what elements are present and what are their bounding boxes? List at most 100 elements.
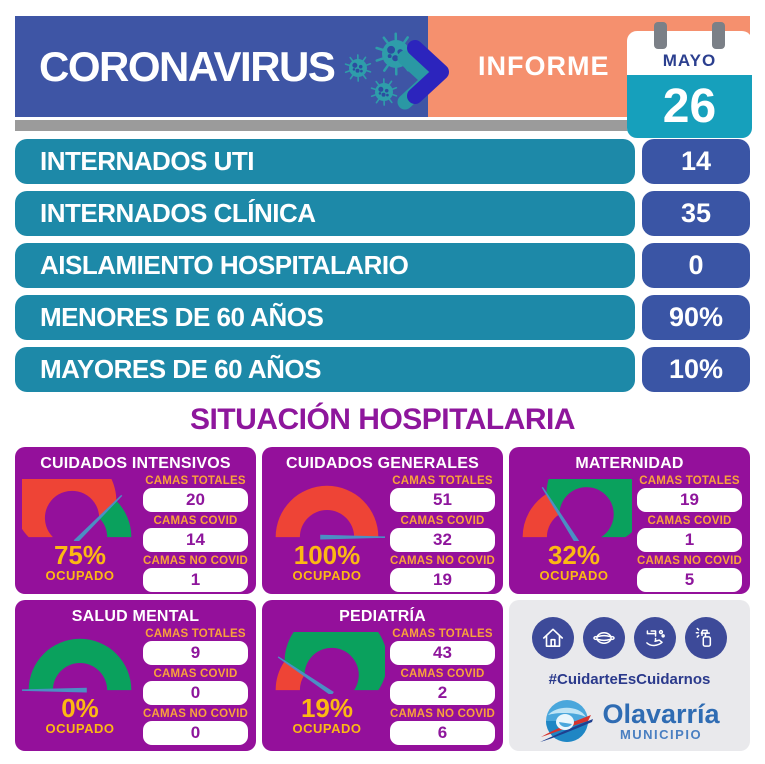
olavarria-logo-icon: [540, 700, 594, 742]
logo-subtitle: MUNICIPIO: [619, 726, 703, 742]
stay-home-icon: [532, 617, 574, 659]
bed-stat-value: 19: [636, 488, 742, 512]
bed-stat-label: CAMAS NO COVID: [389, 708, 495, 720]
bed-stat-label: CAMAS NO COVID: [142, 708, 248, 720]
calendar-day: 26: [662, 79, 717, 133]
bed-stat-value: 19: [389, 568, 495, 592]
bed-stat-value: 20: [142, 488, 248, 512]
stat-label: MENORES DE 60 AÑOS: [15, 295, 635, 340]
bed-stat-label: CAMAS COVID: [400, 668, 485, 680]
stat-value-box: 10%: [642, 347, 750, 392]
occupancy-percent: 0%: [61, 693, 99, 723]
bed-stat-label: CAMAS COVID: [647, 515, 732, 527]
bed-stat-value: 1: [142, 568, 248, 592]
hospital-card: PEDIATRÍA 19% OCUPADO CAMAS TOTALES 43 CAMAS …: [262, 600, 503, 751]
occupancy-gauge: 19% OCUPADO: [267, 627, 387, 747]
occupancy-gauge: 100% OCUPADO: [267, 474, 387, 594]
calendar-ring: [712, 22, 725, 49]
bed-stat-label: CAMAS COVID: [400, 515, 485, 527]
header-title-panel: CORONAVIRUS: [15, 16, 428, 117]
occupancy-gauge: 75% OCUPADO: [20, 474, 140, 594]
face-mask-icon: [583, 617, 625, 659]
disinfectant-spray-icon: [685, 617, 727, 659]
report-label: INFORME: [478, 51, 610, 81]
bed-stats: CAMAS TOTALES 51 CAMAS COVID 32 CAMAS NO COV…: [387, 474, 498, 594]
occupancy-label: OCUPADO: [292, 568, 362, 583]
prevention-info-cell: #CuidarteEsCuidarnos Olavarría MUNICIPIO: [509, 600, 750, 751]
occupancy-label: OCUPADO: [539, 568, 609, 583]
bed-stat-label: CAMAS NO COVID: [389, 555, 495, 567]
occupancy-gauge: 32% OCUPADO: [514, 474, 634, 594]
bed-stat-label: CAMAS TOTALES: [392, 628, 493, 640]
bed-stats: CAMAS TOTALES 20 CAMAS COVID 14 CAMAS NO COV…: [140, 474, 251, 594]
bed-stats: CAMAS TOTALES 19 CAMAS COVID 1 CAMAS NO COVI…: [634, 474, 745, 594]
bed-stats: CAMAS TOTALES 43 CAMAS COVID 2 CAMAS NO COVI…: [387, 627, 498, 747]
stat-value-box: 0: [642, 243, 750, 288]
card-title: CUIDADOS INTENSIVOS: [40, 455, 231, 472]
stat-row: MAYORES DE 60 AÑOS 10%: [15, 347, 750, 392]
prevention-icons: [532, 617, 727, 659]
bed-stat-value: 9: [142, 641, 248, 665]
stat-label: INTERNADOS UTI: [15, 139, 635, 184]
card-title: SALUD MENTAL: [71, 608, 200, 625]
bed-stat-value: 51: [389, 488, 495, 512]
bed-stat-label: CAMAS COVID: [153, 515, 238, 527]
hospital-card: CUIDADOS INTENSIVOS 75% OCUPADO CAMAS TOTAL…: [15, 447, 256, 594]
stat-label: MAYORES DE 60 AÑOS: [15, 347, 635, 392]
logo-name: Olavarría: [602, 698, 720, 729]
bed-stat-label: CAMAS TOTALES: [145, 475, 246, 487]
occupancy-percent: 19%: [300, 693, 353, 723]
bed-stat-value: 43: [389, 641, 495, 665]
occupancy-percent: 32%: [547, 540, 600, 570]
campaign-hashtag: #CuidarteEsCuidarnos: [548, 671, 711, 688]
hospital-card: CUIDADOS GENERALES 100% OCUPADO CAMAS TOTAL…: [262, 447, 503, 594]
logo-text: Olavarría MUNICIPIO: [602, 698, 720, 742]
hospital-card: SALUD MENTAL 0% OCUPADO CAMAS TOTALES 9 CAMAS…: [15, 600, 256, 751]
card-title: PEDIATRÍA: [339, 608, 426, 625]
occupancy-label: OCUPADO: [45, 721, 115, 736]
bed-stat-value: 1: [636, 528, 742, 552]
stat-label: AISLAMIENTO HOSPITALARIO: [15, 243, 635, 288]
card-title: MATERNIDAD: [575, 455, 684, 472]
stat-row: INTERNADOS CLÍNICA 35: [15, 191, 750, 236]
stat-value-box: 90%: [642, 295, 750, 340]
bed-stat-label: CAMAS TOTALES: [392, 475, 493, 487]
stat-row: INTERNADOS UTI 14: [15, 139, 750, 184]
bed-stat-label: CAMAS NO COVID: [636, 555, 742, 567]
stat-label: INTERNADOS CLÍNICA: [15, 191, 635, 236]
bed-stat-value: 32: [389, 528, 495, 552]
stat-row: AISLAMIENTO HOSPITALARIO 0: [15, 243, 750, 288]
header: CORONAVIRUS INFORME MAYO 26: [15, 16, 752, 138]
occupancy-percent: 100%: [293, 540, 361, 570]
page-title: CORONAVIRUS: [39, 42, 336, 90]
divider: [15, 120, 750, 131]
occupancy-label: OCUPADO: [292, 721, 362, 736]
calendar-month-section: MAYO: [627, 31, 752, 75]
stat-value-box: 14: [642, 139, 750, 184]
bed-stat-value: 14: [142, 528, 248, 552]
bed-stat-label: CAMAS TOTALES: [145, 628, 246, 640]
bed-stat-value: 0: [142, 721, 248, 745]
stat-value-box: 35: [642, 191, 750, 236]
calendar-ring: [654, 22, 667, 49]
chevron-right-icon: [395, 38, 461, 119]
occupancy-percent: 75%: [53, 540, 106, 570]
virus-icons: [340, 22, 436, 115]
stat-row: MENORES DE 60 AÑOS 90%: [15, 295, 750, 340]
calendar-month: MAYO: [662, 51, 717, 70]
occupancy-label: OCUPADO: [45, 568, 115, 583]
calendar-day-section: 26: [627, 75, 752, 138]
card-title: CUIDADOS GENERALES: [286, 455, 479, 472]
calendar: MAYO 26: [627, 22, 752, 138]
section-title: SITUACIÓN HOSPITALARIA: [189, 403, 576, 436]
hospital-card: MATERNIDAD 32% OCUPADO CAMAS TOTALES 19 CAMAS…: [509, 447, 750, 594]
bed-stat-value: 2: [389, 681, 495, 705]
bed-stat-value: 0: [142, 681, 248, 705]
bed-stat-label: CAMAS COVID: [153, 668, 238, 680]
municipality-logo: Olavarría MUNICIPIO: [539, 695, 720, 747]
calendar-body: MAYO 26: [627, 31, 752, 138]
hand-washing-icon: [634, 617, 676, 659]
bed-stat-value: 6: [389, 721, 495, 745]
occupancy-gauge: 0% OCUPADO: [20, 627, 140, 747]
